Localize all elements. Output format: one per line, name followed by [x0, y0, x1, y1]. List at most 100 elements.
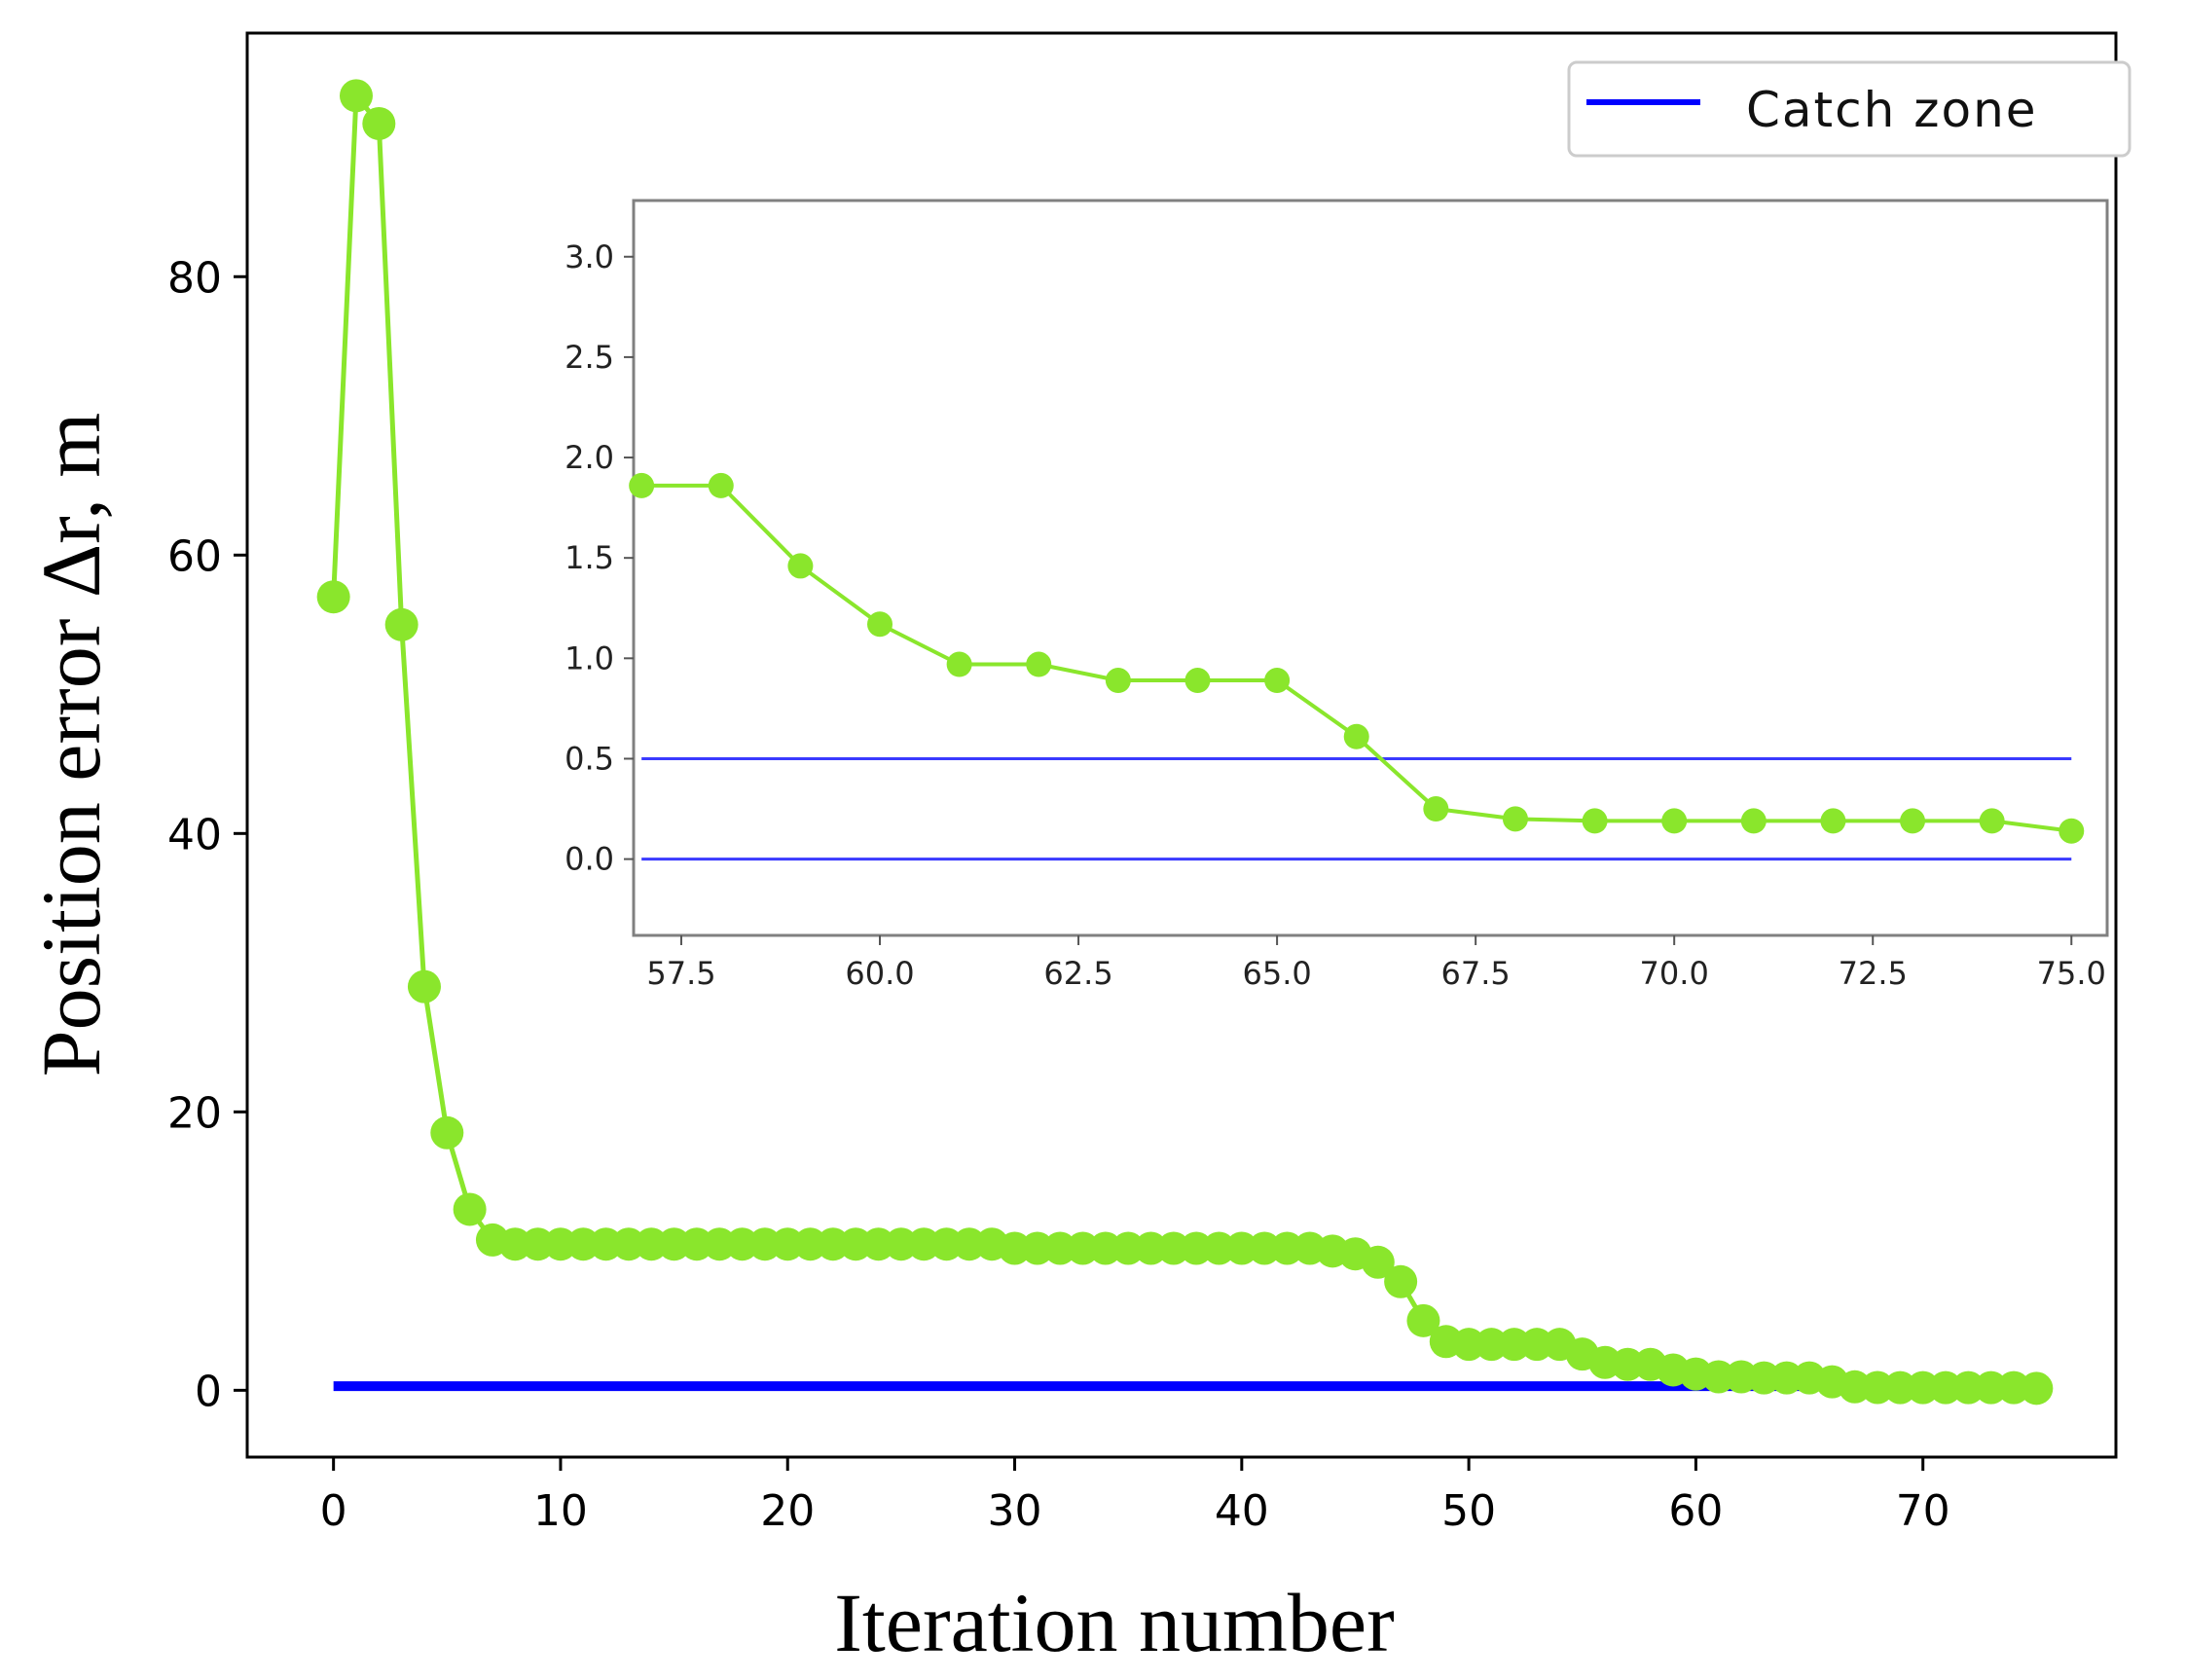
- inset-y-tick-label: 0.0: [565, 841, 614, 878]
- position-error-point: [1520, 1328, 1554, 1362]
- inset-x-tick-label: 67.5: [1441, 955, 1511, 992]
- position-error-point: [929, 1227, 964, 1261]
- main-x-tick-label: 30: [988, 1486, 1042, 1536]
- inset-x-tick-label: 60.0: [845, 955, 914, 992]
- position-error-point: [543, 1227, 577, 1261]
- main-y-tick-label: 60: [167, 531, 222, 581]
- position-error-point: [747, 1227, 782, 1261]
- inset-position-error-point: [1105, 668, 1131, 694]
- main-y-axis: 0 20 40 60 80: [167, 253, 247, 1416]
- main-x-tick-label: 60: [1668, 1486, 1723, 1536]
- position-error-point: [1747, 1361, 1781, 1395]
- inset-position-error-point: [1184, 668, 1211, 694]
- legend-box: [1567, 60, 2131, 158]
- position-error-point: [384, 607, 419, 641]
- position-error-point: [1906, 1370, 1940, 1405]
- inset-y-tick-label: 1.0: [565, 639, 614, 676]
- inset-position-error-point: [1264, 668, 1291, 694]
- position-error-point: [1883, 1370, 1917, 1405]
- position-error-point: [316, 580, 350, 614]
- inset-position-error-point: [1740, 808, 1767, 834]
- position-error-point: [816, 1227, 850, 1261]
- inset-plot-frame: [632, 199, 2109, 937]
- inset-position-error-point: [1900, 808, 1926, 834]
- inset-position-error-point: [1343, 723, 1369, 749]
- inset-position-error-point: [787, 553, 814, 579]
- main-series-layer: [316, 79, 2054, 1406]
- position-error-point: [1248, 1231, 1282, 1265]
- position-error-point: [1861, 1370, 1895, 1405]
- position-error-point: [1270, 1231, 1304, 1265]
- main-x-tick-label: 70: [1896, 1486, 1950, 1536]
- inset-position-error-point: [708, 472, 734, 498]
- position-error-point: [1180, 1231, 1214, 1265]
- main-x-tick-label: 0: [320, 1486, 347, 1536]
- inset-x-axis: 57.5 60.0 62.5 65.0 67.5 70.0 72.5 75.0: [646, 935, 2106, 992]
- inset-x-tick-label: 62.5: [1043, 955, 1112, 992]
- inset-x-tick-label: 65.0: [1242, 955, 1311, 992]
- inset-position-error-point: [2058, 818, 2085, 844]
- position-error-point: [1611, 1347, 1645, 1381]
- main-plot-frame: [245, 31, 2118, 1459]
- position-error-point: [2020, 1371, 2054, 1406]
- position-error-point: [998, 1231, 1032, 1265]
- main-x-tick-label: 40: [1215, 1486, 1269, 1536]
- inset-position-error-point: [1979, 808, 2005, 834]
- position-error-point: [566, 1227, 601, 1261]
- position-error-point: [884, 1227, 918, 1261]
- legend: Catch zone: [1567, 60, 2131, 158]
- main-x-axis: 0 10 20 30 40 50 60 70: [320, 1457, 1950, 1536]
- position-error-point: [1066, 1231, 1100, 1265]
- inset-position-error-point: [629, 472, 655, 498]
- position-error-point: [657, 1227, 691, 1261]
- inset-y-tick-label: 0.5: [565, 740, 614, 777]
- inset-x-tick-label: 72.5: [1839, 955, 1908, 992]
- position-error-point: [339, 79, 373, 113]
- position-error-point: [1406, 1303, 1440, 1337]
- position-error-point: [453, 1192, 487, 1226]
- main-x-tick-label: 20: [760, 1486, 815, 1536]
- position-error-point: [1361, 1245, 1395, 1279]
- position-error-point: [952, 1227, 986, 1261]
- inset-position-error-point: [1582, 808, 1608, 834]
- position-error-point: [1497, 1328, 1531, 1362]
- inset-position-error-point: [1423, 796, 1449, 822]
- inset-x-tick-label: 70.0: [1640, 955, 1709, 992]
- legend-catch-zone-label: Catch zone: [1746, 82, 2038, 138]
- position-error-point: [1929, 1370, 1963, 1405]
- position-error-point: [725, 1227, 759, 1261]
- position-error-point: [498, 1227, 532, 1261]
- inset-x-tick-label: 57.5: [646, 955, 715, 992]
- inset-y-tick-label: 1.5: [565, 539, 614, 576]
- position-error-point: [861, 1227, 895, 1261]
- position-error-point: [1043, 1231, 1077, 1265]
- inset-position-error-point: [1026, 651, 1052, 677]
- position-error-point: [1224, 1231, 1258, 1265]
- position-error-point: [1701, 1360, 1735, 1394]
- inset-series-layer: [629, 472, 2085, 861]
- main-x-tick-label: 50: [1441, 1486, 1496, 1536]
- position-error-point: [1156, 1231, 1190, 1265]
- inset-y-tick-label: 2.0: [565, 439, 614, 476]
- inset-x-tick-label: 75.0: [2037, 955, 2106, 992]
- position-error-point: [771, 1227, 805, 1261]
- position-error-point: [907, 1227, 941, 1261]
- position-error-point: [1202, 1231, 1236, 1265]
- position-error-point: [1384, 1264, 1418, 1298]
- position-error-point: [1951, 1370, 1986, 1405]
- inset-y-tick-label: 3.0: [565, 238, 614, 275]
- main-y-tick-label: 20: [167, 1088, 222, 1138]
- inset-y-tick-label: 2.5: [565, 339, 614, 376]
- inset-position-error-point: [1820, 808, 1846, 834]
- position-error-point: [1111, 1231, 1146, 1265]
- inset-position-error-point: [946, 651, 972, 677]
- main-y-tick-label: 80: [167, 253, 222, 303]
- position-error-point: [589, 1227, 623, 1261]
- position-error-point: [362, 106, 396, 140]
- inset-y-axis: 0.0 0.5 1.0 1.5 2.0 2.5 3.0: [565, 238, 634, 878]
- position-error-point: [1020, 1231, 1054, 1265]
- position-error-point: [611, 1227, 645, 1261]
- position-error-point: [1088, 1231, 1122, 1265]
- position-error-point: [521, 1227, 555, 1261]
